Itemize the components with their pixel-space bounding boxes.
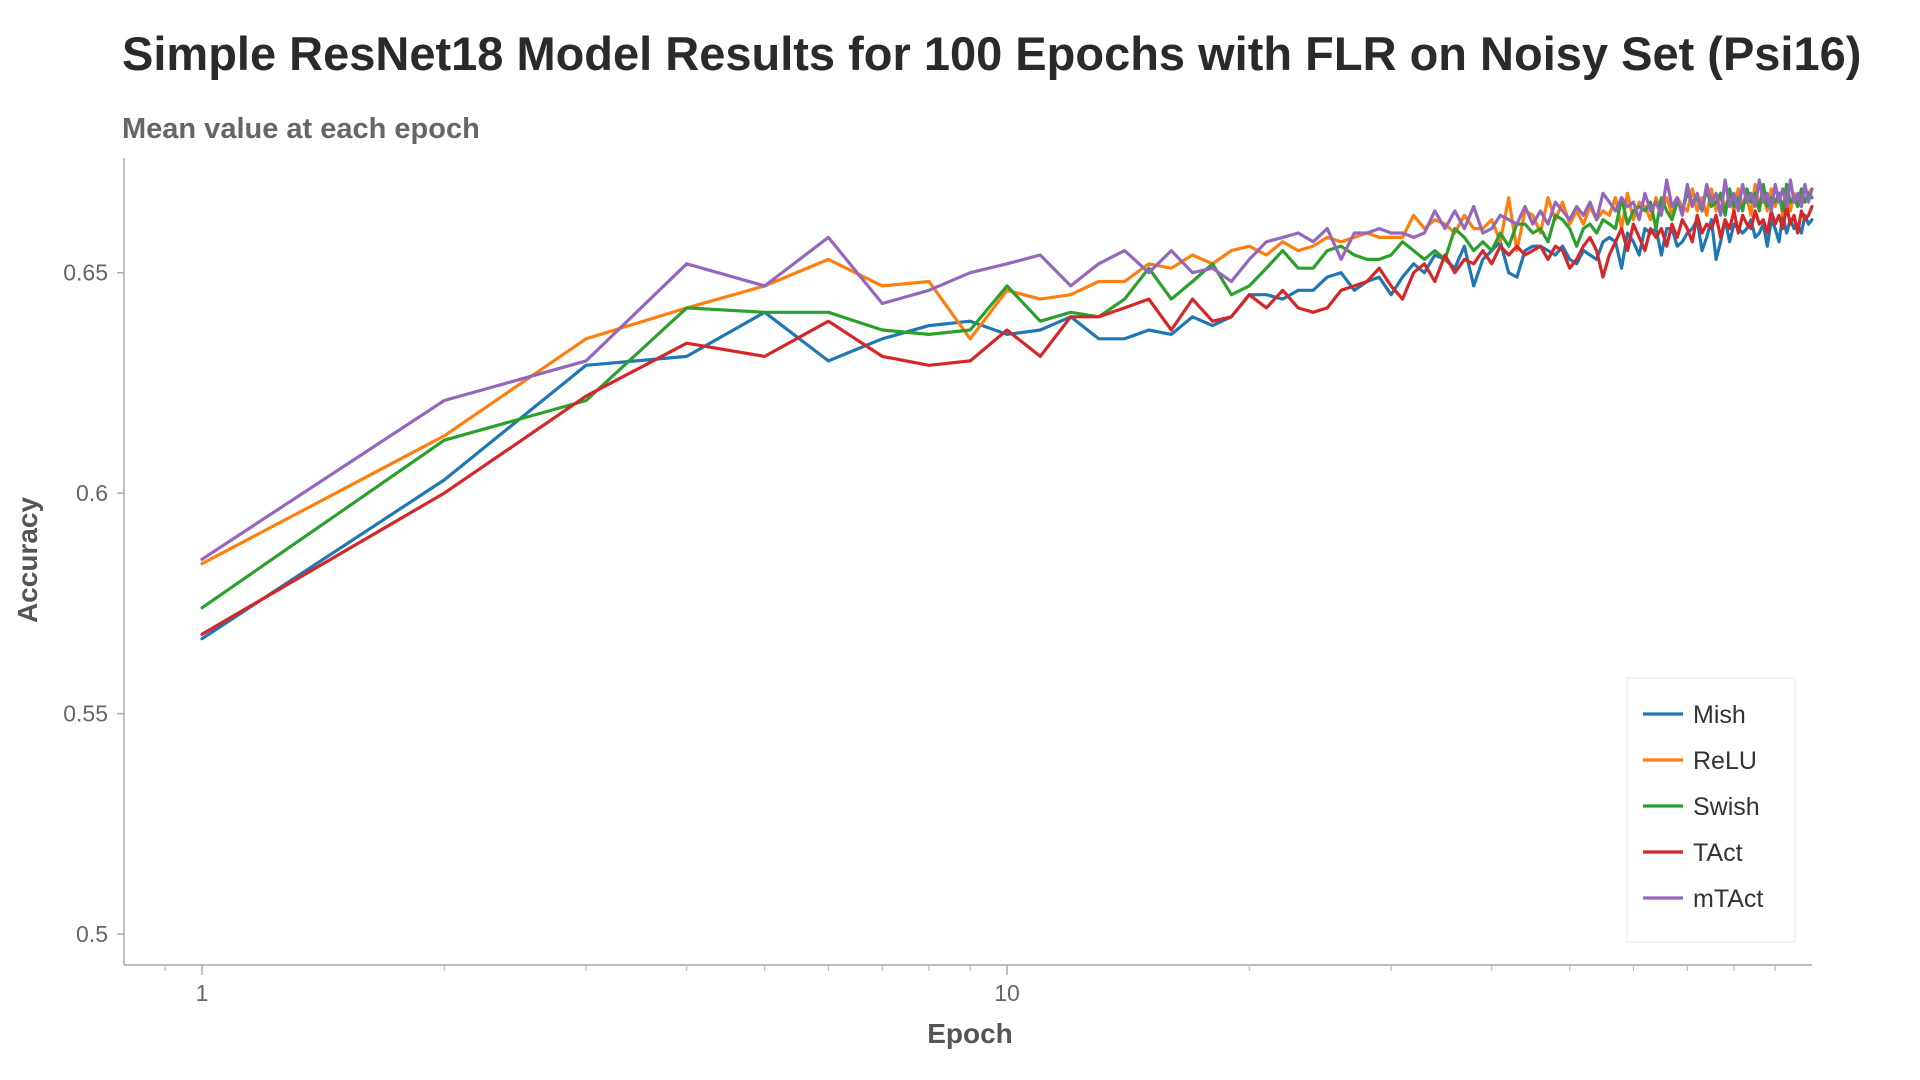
y-tick-label: 0.65 (63, 260, 108, 286)
series-line-mish (200, 213, 1814, 641)
series-line-mtact (200, 178, 1814, 561)
x-axis-ticks: 1 10 (164, 965, 1776, 1006)
series-line-relu (200, 182, 1814, 566)
y-tick-label: 0.6 (76, 480, 108, 506)
chart-subtitle: Mean value at each epoch (122, 113, 480, 145)
series-lines (200, 178, 1814, 641)
plot-area: 0.5 0.55 0.6 0.65 1 10 (63, 158, 1814, 1006)
legend-label-swish: Swish (1693, 793, 1760, 821)
x-tick-label: 10 (994, 980, 1020, 1006)
series-line-swish (200, 182, 1814, 610)
chart-title: Simple ResNet18 Model Results for 100 Ep… (122, 27, 1861, 80)
legend-items: Mish ReLU Swish TAct mTAct (1643, 701, 1763, 913)
legend-label-tact: TAct (1693, 839, 1743, 867)
legend: Mish ReLU Swish TAct mTAct (1626, 677, 1796, 943)
x-axis-title: Epoch (927, 1018, 1013, 1049)
y-tick-label: 0.55 (63, 701, 108, 727)
y-tick-label: 0.5 (76, 921, 108, 947)
series-line-tact (200, 204, 1814, 636)
legend-label-relu: ReLU (1693, 747, 1757, 775)
y-axis-ticks: 0.5 0.55 0.6 0.65 (63, 260, 124, 947)
x-tick-label: 1 (196, 980, 209, 1006)
legend-label-mtact: mTAct (1693, 885, 1763, 913)
y-axis-title: Accuracy (12, 497, 43, 624)
legend-label-mish: Mish (1693, 701, 1746, 729)
